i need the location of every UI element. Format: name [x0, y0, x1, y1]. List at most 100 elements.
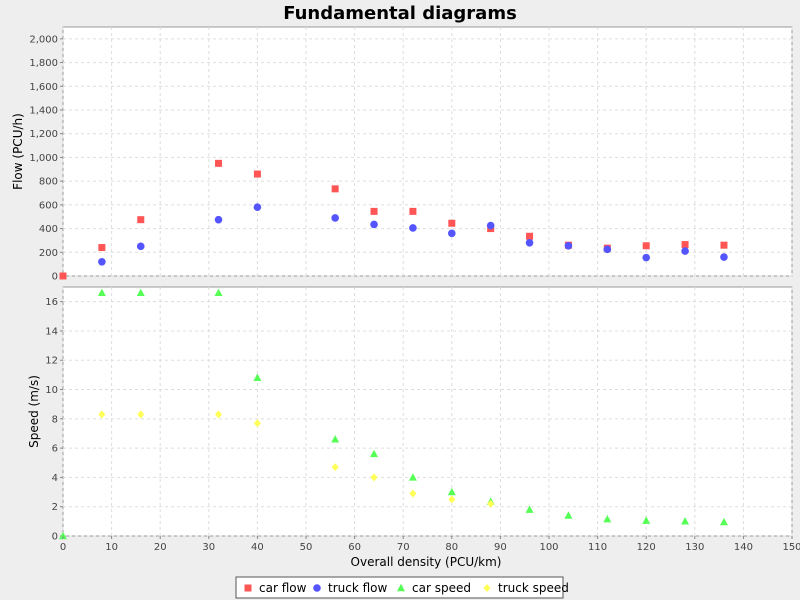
y-tick-label: 1,600 [29, 82, 58, 93]
y-tick-label: 4 [52, 473, 58, 484]
data-point [719, 517, 728, 526]
data-point [370, 473, 378, 482]
x-tick-label: 100 [539, 542, 558, 553]
x-axis: 0 10 20 30 40 50 60 70 80 90 100 110 120 130 140 150 [60, 536, 800, 553]
data-point [214, 215, 223, 224]
series-truck-flow [98, 203, 728, 266]
data-point [137, 216, 145, 224]
data-point [603, 514, 612, 523]
data-point [447, 487, 456, 496]
legend-item: truck flow [313, 581, 388, 595]
x-tick-label: 90 [494, 542, 507, 553]
x-tick-label: 40 [251, 542, 264, 553]
legend-label: car flow [259, 581, 307, 595]
data-point [409, 224, 417, 232]
y-tick-label: 14 [45, 326, 58, 337]
data-point [642, 253, 650, 262]
data-point [487, 499, 495, 508]
data-point [136, 288, 145, 297]
y-axis-label: Flow (PCU/h) [11, 113, 25, 190]
data-point [214, 288, 223, 297]
y-tick-label: 600 [39, 200, 58, 211]
x-tick-label: 10 [105, 542, 118, 553]
data-point [136, 242, 145, 251]
x-tick-label: 120 [637, 542, 656, 553]
legend-marker [397, 583, 405, 592]
x-tick-label: 70 [397, 542, 410, 553]
y-tick-label: 6 [52, 444, 58, 455]
data-point [370, 220, 378, 229]
x-axis-label: Overall density (PCU/km) [351, 555, 502, 569]
y-tick-label: 2 [52, 502, 58, 513]
data-point [525, 505, 534, 513]
y-tick-label: 1,800 [29, 58, 58, 69]
data-point [681, 517, 690, 525]
data-point [642, 242, 650, 250]
y-tick-label: 0 [52, 272, 58, 283]
data-point [681, 247, 689, 255]
legend: car flow truck flow car speed truck speed [235, 576, 569, 599]
data-point [98, 257, 106, 266]
data-point [720, 253, 728, 261]
data-point [409, 207, 417, 215]
legend-item: car flow [244, 581, 307, 595]
y-tick-label: 1,400 [29, 106, 58, 117]
y-tick-label: 10 [45, 385, 58, 396]
data-point [215, 159, 223, 167]
data-point [97, 288, 106, 297]
y-tick-label: 400 [39, 224, 58, 235]
x-tick-label: 50 [300, 542, 313, 553]
data-point [525, 239, 534, 247]
legend-marker [244, 584, 252, 592]
legend-marker [313, 584, 321, 592]
data-point [370, 207, 378, 215]
y-axis-label: Speed (m/s) [27, 375, 41, 448]
x-tick-label: 0 [60, 542, 66, 553]
plot-area [62, 286, 793, 537]
x-tick-label: 110 [588, 542, 607, 553]
y-tick-label: 1,000 [29, 153, 58, 164]
x-tick-label: 60 [348, 542, 361, 553]
data-point [448, 495, 456, 504]
legend-marker [483, 584, 491, 592]
y-tick-label: 200 [39, 248, 58, 259]
y-tick-label: 8 [52, 414, 58, 425]
data-point [98, 410, 106, 419]
speed-panel: 0 2 4 6 8 10 12 14 16 Speed (m/s) [27, 286, 793, 543]
flow-panel: 0 200 400 600 800 1,000 1,200 1,400 1,600 1,800 2,… [11, 26, 793, 283]
x-tick-label: 140 [734, 542, 753, 553]
y-tick-label: 12 [45, 356, 58, 367]
legend-label: truck flow [328, 581, 388, 595]
data-point [526, 232, 534, 240]
legend-item: car speed [397, 581, 471, 595]
data-point [215, 410, 223, 419]
y-tick-label: 0 [52, 532, 58, 543]
chart-title: Fundamental diagrams [283, 3, 517, 24]
x-tick-label: 30 [202, 542, 215, 553]
data-point [603, 245, 612, 254]
series-car-speed [59, 288, 728, 540]
data-point [564, 241, 573, 250]
x-tick-label: 150 [782, 542, 800, 553]
data-point [720, 241, 728, 249]
y-tick-label: 1,200 [29, 129, 58, 140]
legend-label: car speed [412, 581, 471, 595]
data-point [408, 473, 417, 481]
x-tick-label: 80 [445, 542, 458, 553]
legend-item: truck speed [483, 581, 569, 595]
data-point [59, 272, 67, 280]
legend-label: truck speed [498, 581, 569, 595]
data-point [59, 531, 67, 540]
y-tick-label: 800 [39, 177, 58, 188]
data-point [137, 410, 145, 419]
data-point [331, 214, 339, 222]
x-tick-label: 20 [154, 542, 167, 553]
data-point [98, 244, 106, 252]
data-point [448, 219, 456, 227]
data-point [253, 203, 262, 212]
y-tick-label: 2,000 [29, 34, 58, 45]
data-point [409, 489, 417, 498]
y-tick-label: 16 [45, 297, 58, 308]
plot-area [62, 26, 793, 277]
